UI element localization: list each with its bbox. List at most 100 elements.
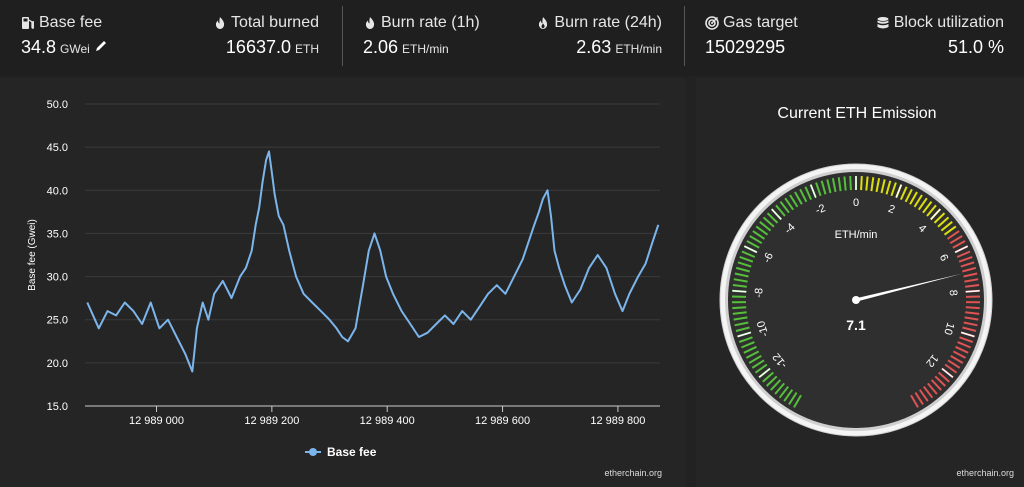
gauge-band-tick	[770, 379, 782, 391]
gauge-tick-label: 8	[947, 289, 959, 296]
total-burned-value: 16637.0	[225, 37, 291, 57]
gauge-band-tick	[937, 216, 950, 228]
gauge-band-tick	[735, 326, 750, 332]
block-utilization-value: 51.0 %	[947, 37, 1004, 57]
database-icon	[877, 17, 889, 29]
gauge-band-tick	[755, 225, 769, 236]
stat-total-burned: Total burned 16637.0 ETH	[213, 14, 319, 58]
x-tick-label: 12 989 600	[475, 415, 530, 427]
gauge-band-tick	[952, 350, 967, 359]
y-tick-label: 15.0	[47, 401, 68, 413]
gauge-band-tick	[904, 188, 913, 203]
x-tick-label: 12 989 400	[360, 415, 415, 427]
gauge-band-tick	[734, 272, 749, 278]
gauge-band-tick	[922, 200, 933, 214]
gauge-band-tick	[910, 394, 919, 408]
gauge-band-tick	[815, 182, 822, 197]
gauge-major-tick	[941, 368, 954, 378]
x-tick-label: 12 989 200	[244, 415, 299, 427]
gauge-major-tick	[960, 331, 975, 338]
gauge-band-tick	[752, 230, 766, 240]
fire-icon	[539, 17, 548, 29]
y-tick-label: 35.0	[47, 228, 68, 240]
gauge-band-tick	[960, 261, 975, 268]
stats-bar: Base fee 34.8 GWei Total burned 16637.0 …	[0, 0, 1024, 76]
burn-rate-24h-unit: ETH/min	[615, 42, 662, 56]
gauge-major-tick	[954, 245, 969, 253]
y-tick-label: 40.0	[47, 185, 68, 197]
gauge-band-tick	[917, 197, 928, 211]
gauge-band-tick	[766, 375, 778, 387]
stat-base-fee: Base fee 34.8 GWei	[21, 14, 108, 58]
burn-rate-24h-label: Burn rate (24h)	[554, 14, 662, 31]
gas-pump-icon	[22, 17, 34, 29]
gauge-band-tick	[865, 176, 869, 191]
gauge-band-tick	[870, 177, 875, 192]
gauge-band-tick	[934, 375, 946, 387]
pencil-icon[interactable]	[94, 39, 108, 53]
gauge-tick-label: 12	[923, 352, 940, 369]
y-tick-label: 25.0	[47, 315, 68, 327]
gauge-band-tick	[899, 186, 908, 201]
gauge-band-tick	[962, 266, 977, 273]
x-tick-label: 12 989 000	[129, 415, 184, 427]
gauge-band-tick	[930, 379, 942, 391]
y-tick-label: 30.0	[47, 272, 68, 284]
gauge-band-tick	[952, 240, 966, 249]
gauge-band-tick	[955, 345, 969, 354]
gauge-band-tick	[946, 230, 960, 240]
base-fee-value: 34.8	[21, 37, 57, 57]
gauge-band-tick	[743, 345, 757, 354]
total-burned-unit: ETH	[295, 42, 319, 56]
gauge-band-tick	[741, 341, 755, 349]
gauge-band-tick	[962, 326, 977, 332]
y-tick-label: 50.0	[47, 99, 68, 111]
gauge-band-tick	[751, 359, 765, 369]
gauge-band-tick	[913, 194, 923, 208]
legend-item-base-fee[interactable]: Base fee	[327, 445, 377, 459]
gauge-band-tick	[965, 306, 980, 310]
divider	[684, 6, 685, 66]
gauge-band-tick	[849, 176, 852, 191]
gauge-band-tick	[927, 382, 938, 395]
base-fee-chart: 15.0 20.0 25.0 30.0 35.0 40.0 45.0 50.0 12 989 0…	[27, 99, 660, 459]
gauge-major-tick	[758, 368, 771, 378]
gauge-value-label: 7.1	[846, 317, 866, 333]
gauge-band-tick	[738, 336, 753, 343]
gauge-band-tick	[799, 188, 808, 203]
gauge-tick-label: 2	[886, 203, 896, 216]
gauge-band-tick	[784, 197, 795, 211]
y-axis-title: Base fee (Gwei)	[27, 219, 38, 291]
gauge-band-tick	[923, 385, 934, 399]
gauge-band-tick	[926, 204, 937, 217]
series-line-base-fee[interactable]	[86, 150, 660, 373]
stat-burn-rate-24h: Burn rate (24h) 2.63 ETH/min	[536, 14, 662, 58]
gauge-major-tick	[732, 289, 747, 293]
gauge-tick-label: -2	[814, 202, 827, 217]
gauge-band-tick	[732, 306, 747, 310]
burn-rate-1h-value: 2.06	[363, 37, 399, 57]
gauge-band-tick	[959, 336, 974, 343]
gauge-band-tick	[793, 394, 802, 408]
gauge-band-tick	[950, 355, 964, 364]
gauge-major-tick	[810, 184, 817, 198]
legend-symbol-marker[interactable]	[309, 448, 317, 456]
burn-rate-1h-unit: ETH/min	[402, 42, 449, 56]
gauge-band-tick	[759, 221, 772, 232]
chart-credit[interactable]: etherchain.org	[604, 468, 662, 478]
burn-rate-24h-value: 2.63	[576, 37, 612, 57]
gauge-band-tick	[963, 272, 978, 278]
gauge-band-tick	[831, 178, 837, 193]
gauge-band-tick	[880, 179, 886, 194]
target-icon	[705, 16, 719, 30]
gauge-band-tick	[789, 194, 799, 208]
gauge-band-tick	[964, 278, 979, 283]
gauge-band-tick	[739, 255, 754, 263]
gauge-credit[interactable]: etherchain.org	[956, 468, 1014, 478]
gauge-band-tick	[745, 350, 760, 359]
y-tick-label: 45.0	[47, 142, 68, 154]
x-tick-label: 12 989 800	[590, 415, 645, 427]
gauge-band-tick	[741, 250, 756, 258]
gauge-band-tick	[965, 284, 980, 288]
gauge-band-tick	[944, 363, 958, 374]
